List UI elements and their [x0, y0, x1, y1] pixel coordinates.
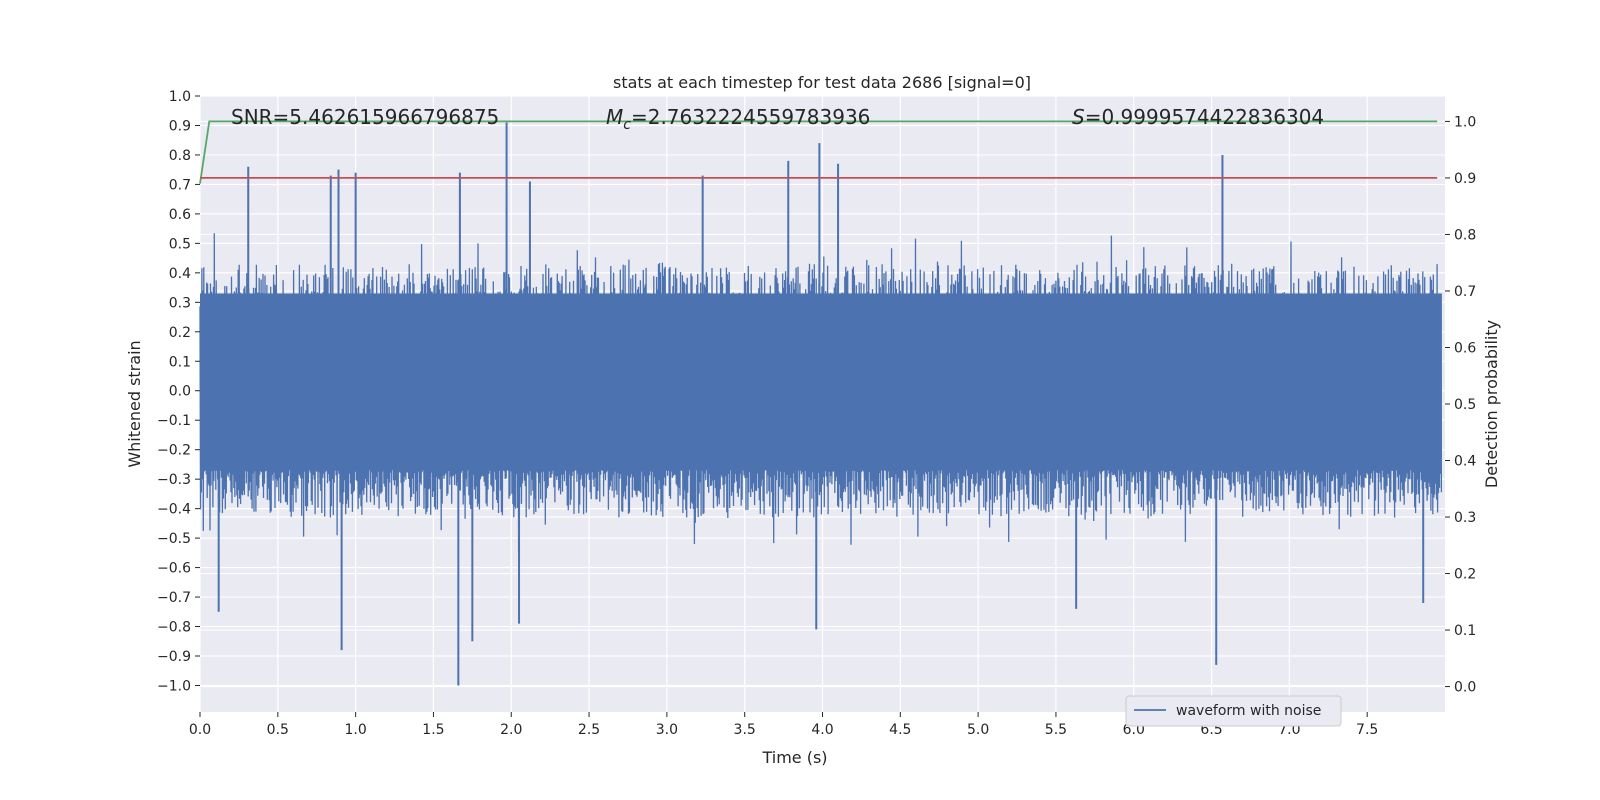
y2-tick-label-9: 0.1 [1454, 623, 1476, 639]
y2-tick-label-7: 0.3 [1454, 510, 1476, 526]
y-tick-label-8: 0.2 [169, 325, 191, 341]
x-tick-label-0: 0.0 [189, 722, 211, 738]
y-tick-label-14: −0.4 [157, 502, 191, 518]
y2-axis-label: Detection probability [1482, 320, 1501, 488]
chirp-mass-value: =2.7632224559783936 [631, 105, 870, 129]
y-tick-label-12: −0.2 [157, 443, 191, 459]
legend-box [1125, 695, 1342, 727]
y-tick-label-0: 1.0 [169, 89, 191, 105]
x-tick-label-6: 3.0 [656, 722, 678, 738]
y-tick-label-9: 0.1 [169, 354, 191, 370]
y-tick-label-17: −0.7 [157, 590, 191, 606]
y-tick-label-19: −0.9 [157, 649, 191, 665]
legend-label: waveform with noise [1176, 703, 1321, 719]
x-axis-label: Time (s) [761, 748, 827, 767]
y-tick-label-10: 0.0 [169, 384, 191, 400]
y-tick-label-15: −0.5 [157, 531, 191, 547]
x-tick-label-8: 4.0 [811, 722, 833, 738]
x-tick-label-9: 4.5 [889, 722, 911, 738]
y-tick-label-7: 0.3 [169, 295, 191, 311]
chart-title: stats at each timestep for test data 268… [613, 73, 1031, 92]
y2-tick-label-8: 0.2 [1454, 567, 1476, 583]
chirp-mass-symbol: M [606, 105, 623, 129]
y2-tick-label-5: 0.5 [1454, 397, 1476, 413]
x-tick-label-7: 3.5 [734, 722, 756, 738]
y2-tick-label-3: 0.7 [1454, 284, 1476, 300]
x-tick-label-5: 2.5 [578, 722, 600, 738]
x-tick-label-10: 5.0 [967, 722, 989, 738]
x-tick-label-3: 1.5 [422, 722, 444, 738]
waveform-series [199, 122, 1443, 686]
y-tick-label-5: 0.5 [169, 236, 191, 252]
snr-annotation: SNR=5.462615966796875 [231, 105, 499, 129]
y-tick-label-4: 0.6 [169, 207, 191, 223]
chirp-mass-annotation: Mc=2.7632224559783936 [606, 105, 870, 133]
x-tick-label-11: 5.5 [1045, 722, 1067, 738]
y-tick-label-2: 0.8 [169, 148, 191, 164]
y-tick-label-3: 0.7 [169, 177, 191, 193]
probability-line [199, 120, 1438, 184]
y-tick-label-13: −0.3 [157, 472, 191, 488]
y-axis-label: Whitened strain [125, 340, 144, 467]
legend: waveform with noise [1125, 695, 1342, 727]
x-tick-label-2: 1.0 [344, 722, 366, 738]
waveform-line [199, 233, 1443, 553]
y2-tick-label-6: 0.4 [1454, 454, 1476, 470]
y-tick-label-20: −1.0 [157, 678, 191, 694]
y2-tick-label-4: 0.6 [1454, 340, 1476, 356]
probability-series [199, 120, 1438, 184]
x-tick-label-15: 7.5 [1356, 722, 1378, 738]
y2-tick-label-10: 0.0 [1454, 680, 1476, 696]
y-tick-label-18: −0.8 [157, 620, 191, 636]
y2-tick-label-1: 0.9 [1454, 171, 1476, 187]
y2-axis-ticks: 1.0 0.9 0.8 0.7 0.6 0.5 0.4 0.3 0.2 0.1 0.0 [1445, 114, 1476, 696]
x-tick-label-4: 2.0 [500, 722, 522, 738]
y-tick-label-6: 0.4 [169, 266, 191, 282]
y2-tick-label-2: 0.8 [1454, 227, 1476, 243]
x-tick-label-1: 0.5 [267, 722, 289, 738]
y-axis-ticks: 1.0 0.9 0.8 0.7 0.6 0.5 0.4 0.3 0.2 0.1 0.0 −0.1 −0.… [157, 89, 200, 694]
y2-tick-label-0: 1.0 [1454, 114, 1476, 130]
y-tick-label-11: −0.1 [157, 413, 191, 429]
chirp-mass-subscript: c [623, 117, 631, 133]
score-annotation: S=0.9999574422836304 [1072, 105, 1324, 129]
score-symbol: S [1072, 105, 1085, 129]
y-tick-label-1: 0.9 [169, 118, 191, 134]
y-tick-label-16: −0.6 [157, 561, 191, 577]
score-value: =0.9999574422836304 [1085, 105, 1324, 129]
